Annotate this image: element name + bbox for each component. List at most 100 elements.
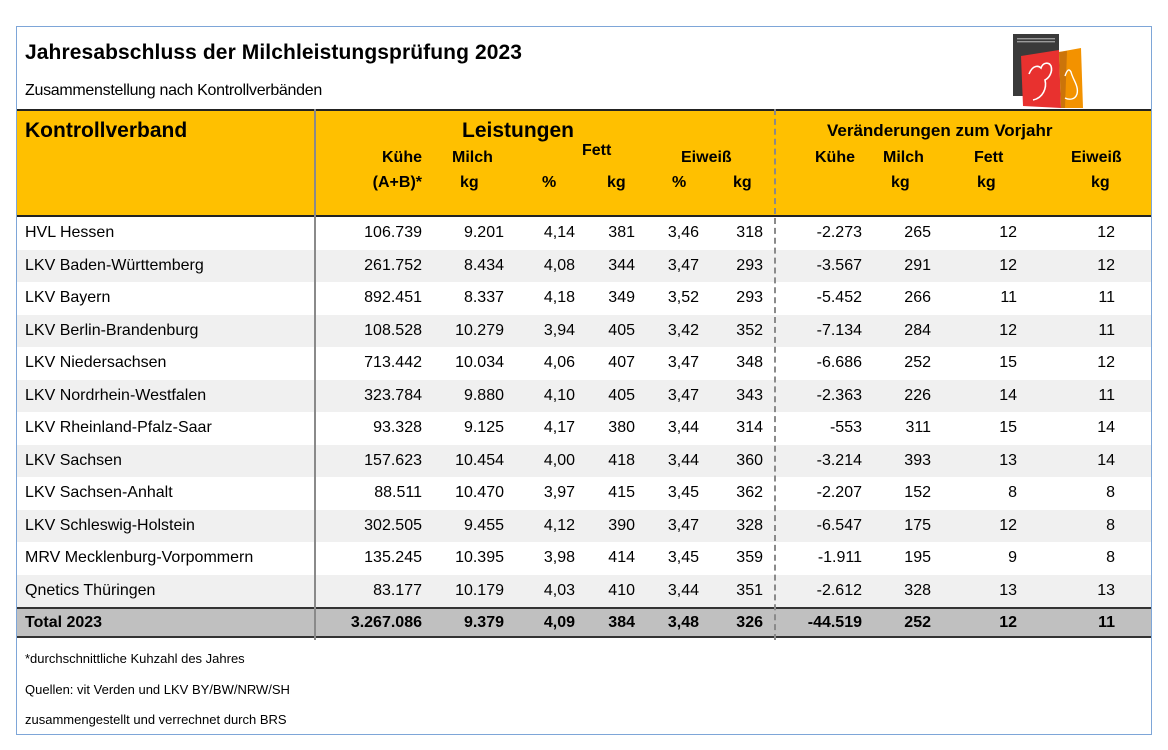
brs-logo	[1013, 34, 1083, 108]
cell-eiweiss-pct: 3,44	[667, 419, 699, 436]
header-eiweiss-pct: %	[672, 174, 687, 191]
cell-fett-pct: 4,03	[543, 581, 575, 599]
cell-eiweiss-pct: 3,45	[667, 549, 699, 566]
table-row: HVL Hessen 106.739 9.201 4,14 381 3,46 318 -2.2…	[17, 217, 1151, 250]
cell-d-kuehe: -2.612	[816, 581, 862, 599]
cell-name: LKV Rheinland-Pfalz-Saar	[25, 419, 212, 436]
cell-d-kuehe: -7.134	[816, 321, 862, 339]
cell-fett-kg: 380	[608, 419, 635, 436]
cell-name: HVL Hessen	[25, 224, 115, 241]
cell-d-milch: 328	[904, 581, 931, 599]
cell-fett-kg: 418	[608, 451, 635, 469]
table-row: Qnetics Thüringen 83.177 10.179 4,03 410 3,44…	[17, 574, 1151, 607]
cell-d-kuehe: -2.273	[816, 224, 862, 241]
cell-d-milch: 266	[904, 289, 931, 306]
cell-d-fett: 12	[999, 321, 1017, 339]
cell-fett-pct: 4,00	[543, 451, 575, 469]
cell-d-fett: 14	[999, 386, 1017, 404]
cell-name: Total 2023	[25, 614, 103, 631]
cell-fett-kg: 405	[608, 321, 635, 339]
cell-d-milch: 311	[905, 419, 931, 436]
cell-kuehe: 3.267.086	[350, 614, 422, 631]
cell-eiweiss-pct: 3,47	[667, 354, 699, 371]
page-title: Jahresabschluss der Milchleistungsprüfun…	[25, 41, 523, 64]
cell-name: LKV Sachsen-Anhalt	[25, 484, 173, 501]
cell-name: LKV Schleswig-Holstein	[25, 516, 195, 534]
cell-fett-pct: 4,17	[543, 419, 575, 436]
cell-d-milch: 252	[904, 354, 931, 371]
cell-fett-kg: 414	[608, 549, 635, 566]
cell-eiweiss-pct: 3,47	[667, 516, 699, 534]
cell-eiweiss-pct: 3,47	[667, 256, 699, 274]
cell-eiweiss-kg: 348	[736, 354, 763, 371]
header-milch: Milch	[452, 149, 493, 166]
cell-d-eiweiss: 8	[1106, 516, 1115, 534]
header-d-fett-kg: kg	[977, 174, 996, 191]
footnote-kuhzahl: *durchschnittliche Kuhzahl des Jahres	[25, 651, 245, 666]
cell-d-milch: 152	[904, 484, 931, 501]
cell-kuehe: 323.784	[364, 386, 422, 404]
header-d-milch-kg: kg	[891, 174, 910, 191]
cell-d-eiweiss: 14	[1097, 419, 1115, 436]
cell-eiweiss-kg: 352	[736, 321, 763, 339]
cell-kuehe: 108.528	[364, 321, 422, 339]
table-header: Kontrollverband Leistungen Veränderungen…	[17, 109, 1151, 217]
table-row: LKV Rheinland-Pfalz-Saar 93.328 9.125 4,17 3…	[17, 412, 1151, 445]
cell-name: LKV Sachsen	[25, 451, 122, 469]
cell-eiweiss-kg: 360	[736, 451, 763, 469]
cell-d-fett: 13	[999, 451, 1017, 469]
cell-d-kuehe: -6.547	[816, 516, 862, 534]
cell-fett-kg: 349	[608, 289, 635, 306]
table-row: MRV Mecklenburg-Vorpommern 135.245 10.395 3…	[17, 542, 1151, 575]
cell-fett-pct: 3,98	[543, 549, 575, 566]
cell-name: LKV Berlin-Brandenburg	[25, 321, 199, 339]
cell-milch: 10.395	[455, 549, 504, 566]
footnote-brs: zusammengestellt und verrechnet durch BR…	[25, 712, 287, 727]
cell-milch: 9.455	[463, 516, 504, 534]
cell-fett-kg: 344	[608, 256, 635, 274]
header-d-fett: Fett	[974, 149, 1004, 166]
cell-d-kuehe: -2.363	[816, 386, 862, 404]
table-row: LKV Sachsen 157.623 10.454 4,00 418 3,44 360 -3…	[17, 444, 1151, 477]
cell-fett-kg: 384	[608, 614, 635, 631]
header-fett-kg: kg	[607, 174, 626, 191]
header-fett-pct: %	[542, 174, 557, 191]
header-kuehe: Kühe	[382, 149, 422, 166]
cell-fett-kg: 407	[608, 354, 635, 371]
cell-milch: 10.279	[455, 321, 504, 339]
header-d-eiweiss-kg: kg	[1091, 174, 1110, 191]
cell-milch: 10.034	[455, 354, 504, 371]
cell-milch: 8.434	[463, 256, 504, 274]
cell-milch: 8.337	[463, 289, 504, 306]
cell-eiweiss-pct: 3,45	[667, 484, 699, 501]
cell-eiweiss-pct: 3,48	[667, 614, 699, 631]
cell-milch: 10.454	[455, 451, 504, 469]
footnote-quellen: Quellen: vit Verden und LKV BY/BW/NRW/SH	[25, 682, 290, 697]
cell-kuehe: 135.245	[364, 549, 422, 566]
cell-d-eiweiss: 11	[1098, 321, 1115, 339]
cell-eiweiss-kg: 351	[736, 581, 763, 599]
cell-eiweiss-kg: 359	[736, 549, 763, 566]
table-row: LKV Niedersachsen 713.442 10.034 4,06 407 3,4…	[17, 347, 1151, 380]
cell-d-fett: 13	[999, 581, 1017, 599]
column-separator-2	[774, 109, 776, 640]
cell-fett-pct: 4,09	[543, 614, 575, 631]
cell-d-fett: 12	[999, 256, 1017, 274]
cell-d-milch: 393	[904, 451, 931, 469]
cell-d-eiweiss: 11	[1098, 614, 1115, 631]
cell-d-milch: 226	[904, 386, 931, 404]
cell-d-fett: 12	[999, 614, 1017, 631]
cell-kuehe: 106.739	[364, 224, 422, 241]
cell-kuehe: 302.505	[364, 516, 422, 534]
cell-name: Qnetics Thüringen	[25, 581, 156, 599]
header-eiweiss: Eiweiß	[681, 149, 732, 166]
cell-eiweiss-pct: 3,44	[667, 451, 699, 469]
cell-d-eiweiss: 11	[1098, 289, 1115, 306]
cell-d-milch: 291	[904, 256, 931, 274]
cell-d-milch: 252	[904, 614, 931, 631]
cell-eiweiss-kg: 362	[736, 484, 763, 501]
cell-kuehe: 88.511	[374, 484, 422, 501]
cell-eiweiss-kg: 293	[736, 289, 763, 306]
cell-eiweiss-kg: 293	[736, 256, 763, 274]
cell-milch: 9.125	[463, 419, 504, 436]
